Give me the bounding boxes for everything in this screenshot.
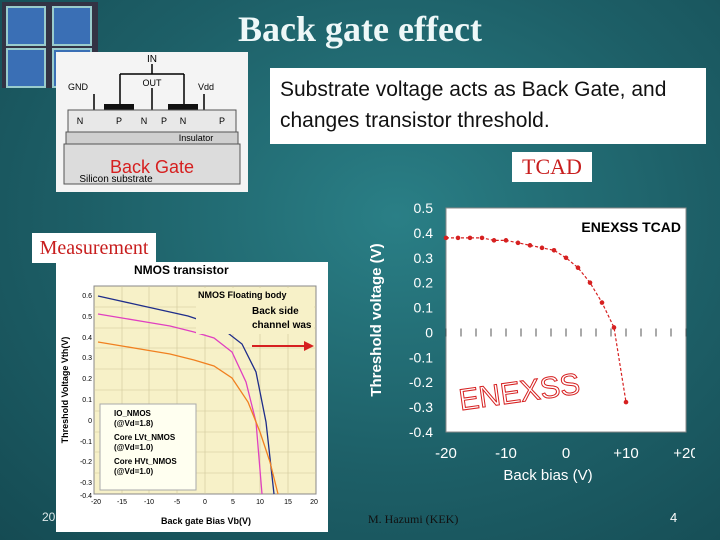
tcad-data-point (503, 238, 509, 243)
tcad-y-tick-label: 0.2 (414, 275, 434, 291)
tcad-data-point (539, 245, 545, 251)
tcad-data-point (515, 240, 521, 246)
measurement-label: Measurement (32, 233, 156, 263)
tcad-data-point (467, 235, 473, 241)
region-label: P (116, 116, 122, 126)
tcad-data-point (587, 280, 593, 285)
back-gate-label: Back Gate (110, 157, 195, 177)
tcad-y-tick-label: 0.4 (414, 225, 434, 241)
tcad-data-point (611, 325, 617, 330)
soi-cross-section-diagram: IN GND OUT Vdd N P N P N P Insulator Sil… (56, 52, 248, 192)
insulator-label: Insulator (179, 133, 214, 143)
measurement-y-axis-label: Threshold Voltage Vth(V) (60, 337, 70, 444)
tcad-chart: ENEXSS ENEXSS TCAD Threshold voltage (V)… (355, 196, 699, 496)
tcad-x-tick-label: -10 (495, 445, 517, 462)
diagram-in-label: IN (147, 54, 157, 65)
measurement-y-tick: -0.1 (80, 439, 92, 446)
substrate-label: Silicon substrate (79, 174, 153, 185)
measurement-x-tick: 20 (310, 499, 318, 506)
legend-entry: Core HVt_NMOS (114, 457, 177, 466)
tcad-y-tick-label: -0.4 (409, 424, 433, 440)
tcad-x-tick-label: 0 (562, 445, 570, 462)
footer-author: M. Hazumi (KEK) (368, 512, 459, 526)
tcad-data-point (563, 255, 569, 261)
tcad-data-point (599, 300, 605, 305)
region-label: N (141, 116, 148, 126)
callout-text: Substrate voltage acts as Back Gate, and… (280, 78, 667, 132)
tcad-x-axis-label: Back bias (V) (503, 467, 592, 484)
measurement-plot-title: NMOS transistor (134, 263, 229, 277)
region-label: N (77, 116, 84, 126)
tcad-data-point (527, 243, 533, 248)
measurement-y-tick: -0.4 (80, 493, 92, 500)
measurement-y-tick: 0.2 (82, 376, 92, 383)
measurement-annotation: Back side (252, 306, 299, 317)
measurement-x-tick: -10 (144, 499, 154, 506)
measurement-y-tick: 0.5 (82, 314, 92, 321)
tcad-y-tick-label: 0 (425, 324, 433, 340)
tcad-data-point (443, 235, 449, 241)
tcad-data-point (491, 238, 497, 243)
measurement-y-tick: -0.2 (80, 459, 92, 466)
tcad-y-axis-label: Threshold voltage (V) (368, 243, 385, 396)
tcad-label: TCAD (512, 152, 592, 182)
region-label: N (180, 116, 187, 126)
tcad-data-point (455, 235, 461, 241)
measurement-x-tick: 15 (284, 499, 292, 506)
measurement-plot: NMOS transistor NMOS Floating body Back … (56, 262, 328, 532)
legend-entry: (@Vd=1.0) (114, 467, 153, 476)
tcad-x-tick-label: +20 (673, 445, 695, 462)
measurement-y-tick: 0.1 (82, 397, 92, 404)
measurement-x-tick: 5 (231, 499, 235, 506)
tcad-y-tick-label: 0.1 (414, 300, 434, 316)
tcad-y-tick-label: -0.1 (409, 349, 433, 365)
tcad-y-tick-label: 0.3 (414, 250, 434, 266)
tcad-x-tick-label: -20 (435, 445, 457, 462)
measurement-x-tick: -5 (174, 499, 180, 506)
measurement-annotation: channel was (252, 320, 312, 331)
legend-entry: Core LVt_NMOS (114, 433, 176, 442)
legend-entry: IO_NMOS (114, 409, 152, 418)
tcad-chart-title: ENEXSS TCAD (581, 219, 681, 235)
measurement-y-tick: 0.6 (82, 293, 92, 300)
callout-box: Substrate voltage acts as Back Gate, and… (270, 68, 706, 144)
measurement-x-tick: -15 (117, 499, 127, 506)
measurement-x-axis-label: Back gate Bias Vb(V) (161, 516, 251, 526)
footer-date: 20 (42, 510, 56, 524)
measurement-y-tick: 0.3 (82, 355, 92, 362)
measurement-x-tick: -20 (91, 499, 101, 506)
tcad-y-tick-label: -0.2 (409, 374, 433, 390)
tcad-data-point (551, 248, 557, 253)
measurement-y-tick: 0 (88, 418, 92, 425)
legend-entry: (@Vd=1.8) (114, 419, 153, 428)
tcad-y-tick-label: 0.5 (414, 200, 434, 216)
region-label: P (161, 116, 167, 126)
tcad-data-point (479, 235, 485, 241)
tcad-data-point (623, 399, 629, 405)
page-number: 4 (670, 510, 678, 525)
slide-title: Back gate effect (238, 9, 482, 49)
measurement-y-tick: 0.4 (82, 335, 92, 342)
tcad-y-tick-label: -0.3 (409, 399, 433, 415)
region-label: P (219, 116, 225, 126)
measurement-y-tick: -0.3 (80, 480, 92, 487)
tcad-data-point (575, 265, 581, 271)
tcad-x-tick-label: +10 (613, 445, 638, 462)
measurement-annotation: NMOS Floating body (198, 290, 287, 300)
diagram-vdd-label: Vdd (198, 82, 214, 92)
legend-entry: (@Vd=1.0) (114, 443, 153, 452)
measurement-x-tick: 10 (256, 499, 264, 506)
diagram-out-label: OUT (143, 78, 163, 88)
tcad-series-line (446, 237, 627, 403)
diagram-gnd-label: GND (68, 82, 89, 92)
measurement-x-tick: 0 (203, 499, 207, 506)
